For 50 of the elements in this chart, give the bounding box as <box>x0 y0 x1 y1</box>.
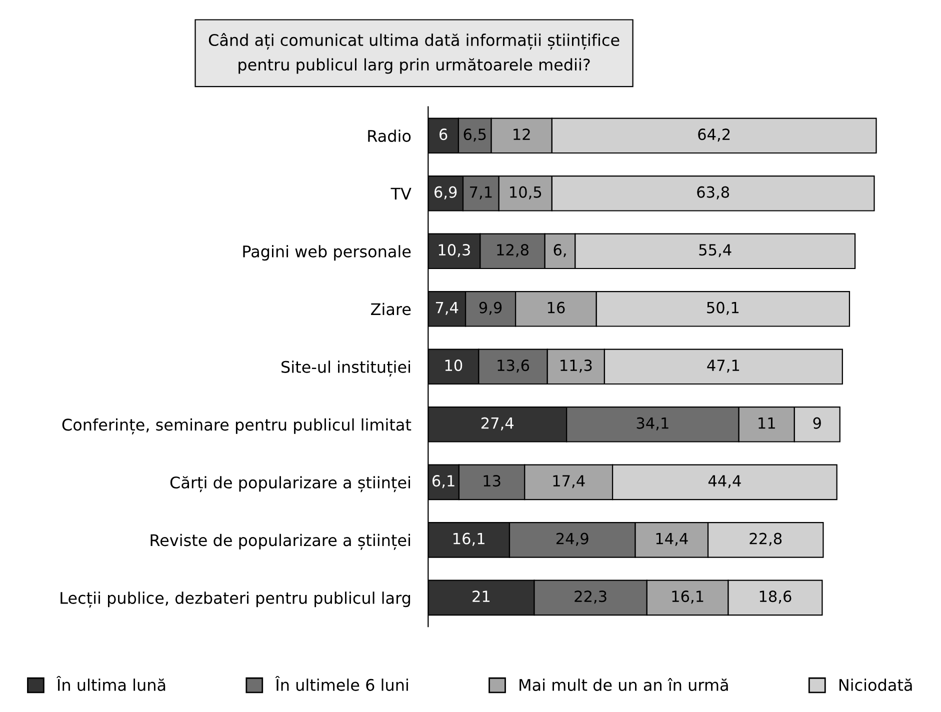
y-tick-label: TV <box>390 188 412 200</box>
legend-label: În ultima lună <box>56 676 166 691</box>
data-label: 22,3 <box>574 590 606 604</box>
data-label: 6,5 <box>464 128 486 142</box>
data-label: 6,1 <box>432 475 454 488</box>
data-label: 6, <box>554 244 566 258</box>
y-tick-label: Reviste de popularizare a științei <box>150 534 410 550</box>
data-label: 50,1 <box>707 302 739 315</box>
data-label: 34,1 <box>636 417 668 430</box>
data-label: 44,4 <box>708 475 741 488</box>
data-label: 16,1 <box>453 532 484 546</box>
data-label: 21 <box>472 590 490 602</box>
data-label: 7,4 <box>436 302 458 315</box>
legend-label: În ultimele 6 luni <box>275 676 408 691</box>
data-label: 6,9 <box>434 186 457 200</box>
data-label: 6 <box>440 128 448 140</box>
y-tick-label: Lecții publice, dezbateri pentru publicul larg <box>60 592 410 608</box>
data-label: 27,4 <box>481 417 514 430</box>
y-tick-label: Pagini web personale <box>243 245 411 261</box>
data-label: 10,3 <box>438 244 470 258</box>
data-label: 55,4 <box>699 244 732 258</box>
data-label: 13 <box>484 475 500 487</box>
data-label: 7,1 <box>470 186 492 200</box>
y-tick-label: Radio <box>368 130 411 142</box>
data-label: 12,8 <box>497 244 528 258</box>
data-label: 13,6 <box>498 360 530 373</box>
data-label: 22,8 <box>750 532 782 546</box>
data-label: 17,4 <box>553 475 585 488</box>
y-tick-label: Cărți de popularizare a științei <box>170 476 410 492</box>
data-label: 10,5 <box>510 186 542 200</box>
data-label: 9 <box>813 417 821 429</box>
data-label: 12 <box>514 128 530 140</box>
data-label: 9,9 <box>479 302 502 315</box>
legend-label: Mai mult de un an în urmă <box>520 678 728 691</box>
data-label: 14,4 <box>656 533 688 546</box>
data-label: 11 <box>758 418 775 429</box>
data-label: 64,2 <box>698 128 730 142</box>
y-tick-label: Site-ul instituției <box>282 360 410 377</box>
data-label: 24,9 <box>556 532 588 546</box>
data-label: 16 <box>548 302 565 314</box>
legend-label: Niciodată <box>839 678 912 691</box>
data-label: 18,6 <box>760 590 792 604</box>
y-tick-label: Ziare <box>371 302 411 316</box>
data-label: 63,8 <box>697 186 730 200</box>
data-label: 16,1 <box>672 590 704 604</box>
data-label: 10 <box>445 360 462 372</box>
data-label: 47,1 <box>707 360 740 373</box>
data-label: 11,3 <box>560 360 592 373</box>
chart-title: Când ați comunicat ultima dată informații științifice pentru publicul larg prin următoarele medii? <box>208 33 620 74</box>
y-tick-label: Conferințe, seminare pentru publicul limitat <box>62 418 412 434</box>
